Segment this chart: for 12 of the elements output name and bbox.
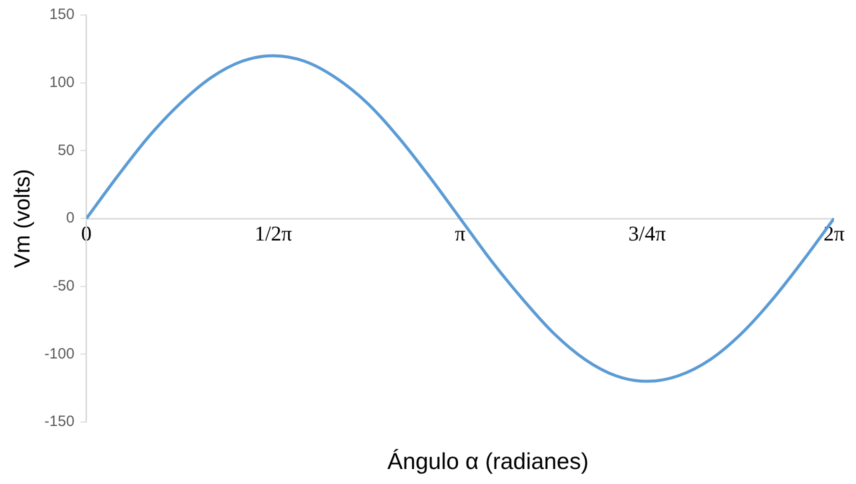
y-tick-label: -100 <box>44 345 74 362</box>
y-axis-title: Vm (volts) <box>9 169 34 268</box>
x-tick-label: 1/2π <box>254 222 292 246</box>
y-tick-label: -150 <box>44 413 74 430</box>
y-tick-label: 0 <box>66 210 74 227</box>
x-tick-label: 3/4π <box>628 222 666 246</box>
x-tick-label: π <box>454 222 466 246</box>
y-tick-label: 50 <box>58 142 74 159</box>
y-tick-label: -50 <box>52 277 74 294</box>
y-tick-label: 100 <box>49 74 74 91</box>
y-tick-label: 150 <box>49 6 74 24</box>
x-axis-title: Ángulo α (radianes) <box>386 448 590 475</box>
